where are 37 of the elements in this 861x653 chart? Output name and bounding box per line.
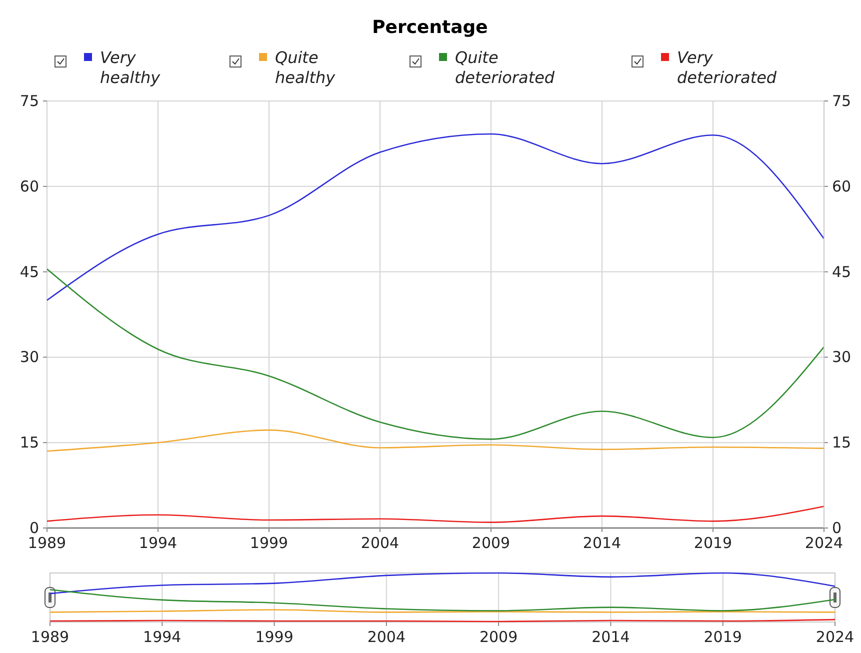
x-tick-label: 2019: [704, 628, 742, 646]
y2-tick-label: 75: [832, 92, 852, 110]
x-tick-label: 2009: [472, 534, 510, 552]
x-tick-label: 2024: [804, 534, 844, 552]
x-tick-label: 2009: [479, 628, 518, 646]
x-tick-label: 2004: [360, 534, 400, 552]
x-tick-label: 1989: [28, 534, 66, 552]
x-tick-label: 2024: [816, 628, 854, 646]
y2-tick-label: 30: [832, 348, 852, 366]
legend-label: Quite deteriorated: [455, 48, 556, 87]
line-series: [46, 268, 825, 440]
y2-tick-label: 15: [832, 434, 852, 452]
y-tick-label: 30: [20, 348, 39, 366]
y-tick-label: 60: [20, 177, 39, 196]
y-tick-label: 75: [20, 92, 39, 110]
legend-label: Very healthy: [100, 48, 161, 87]
line-series: [46, 506, 825, 523]
legend-label: Quite healthy: [275, 48, 336, 87]
x-tick-label: 1994: [138, 534, 178, 552]
y-tick-label: 45: [20, 262, 39, 281]
chart-title: Percentage: [372, 17, 488, 38]
y-tick-label: 15: [20, 434, 39, 452]
x-tick-label: 1989: [30, 628, 70, 646]
line-series: [46, 429, 825, 452]
legend-label: Very deteriorated: [677, 48, 778, 87]
x-tick-label: 2019: [694, 534, 732, 552]
x-tick-label: 2004: [367, 628, 406, 646]
x-tick-label: 1994: [143, 628, 182, 646]
x-tick-label: 1999: [250, 534, 288, 552]
x-tick-label: 2014: [592, 628, 630, 646]
x-tick-label: 2014: [582, 534, 622, 552]
x-tick-label: 1999: [255, 628, 294, 646]
y2-tick-label: 0: [832, 519, 842, 537]
y2-tick-label: 60: [832, 177, 852, 196]
line-series: [46, 133, 825, 301]
y-tick-label: 0: [29, 519, 39, 537]
y2-tick-label: 45: [832, 262, 852, 281]
